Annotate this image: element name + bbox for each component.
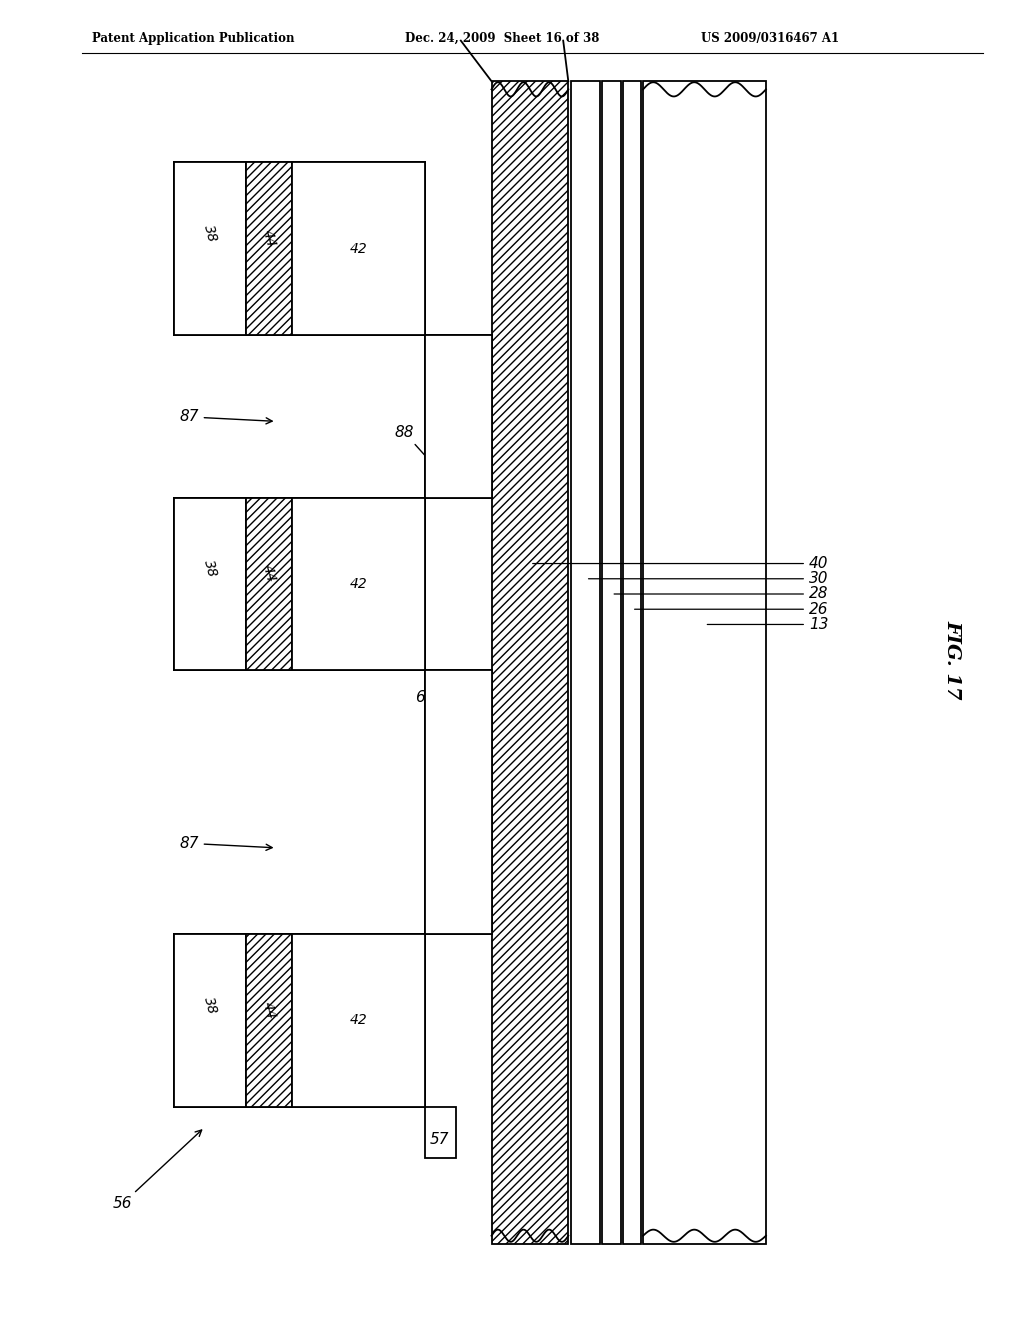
Text: 87: 87 xyxy=(179,409,272,425)
Bar xyxy=(246,935,292,1106)
Bar xyxy=(602,82,621,1243)
Text: 42: 42 xyxy=(349,577,368,591)
Bar xyxy=(246,162,292,335)
Text: 87: 87 xyxy=(179,836,272,851)
Text: 30: 30 xyxy=(589,572,828,586)
Text: 44: 44 xyxy=(260,228,278,249)
Bar xyxy=(246,162,292,335)
Bar xyxy=(292,935,425,1106)
Text: 38: 38 xyxy=(201,558,219,579)
Bar xyxy=(425,335,492,498)
Text: 63: 63 xyxy=(435,360,455,375)
Text: 56: 56 xyxy=(113,1130,202,1212)
Bar xyxy=(292,498,425,671)
Text: 44: 44 xyxy=(260,228,278,249)
Bar xyxy=(292,162,425,335)
Text: 42: 42 xyxy=(349,577,368,591)
Bar xyxy=(174,935,425,1106)
Bar xyxy=(623,82,641,1243)
Bar xyxy=(292,162,425,335)
Text: 42: 42 xyxy=(349,1014,368,1027)
Bar xyxy=(174,162,425,335)
Text: FIG. 17: FIG. 17 xyxy=(943,620,962,700)
Text: 26: 26 xyxy=(635,602,828,616)
Text: 38: 38 xyxy=(201,995,219,1015)
Bar xyxy=(174,162,425,335)
Bar xyxy=(246,935,292,1106)
Text: 38: 38 xyxy=(201,995,219,1015)
Text: 44: 44 xyxy=(260,564,278,583)
Text: 88: 88 xyxy=(394,425,456,490)
Bar xyxy=(174,498,246,671)
Text: 44: 44 xyxy=(260,564,278,583)
Text: 38: 38 xyxy=(201,558,219,579)
Bar xyxy=(174,935,246,1106)
Bar xyxy=(425,335,492,498)
Bar xyxy=(174,498,425,671)
Bar xyxy=(292,935,425,1106)
Bar xyxy=(174,162,246,335)
Text: 13: 13 xyxy=(708,616,828,632)
Text: US 2009/0316467 A1: US 2009/0316467 A1 xyxy=(701,32,840,45)
Bar xyxy=(425,671,492,935)
Bar xyxy=(246,498,292,671)
Text: 42: 42 xyxy=(349,242,368,256)
Bar xyxy=(425,1106,456,1158)
Text: Dec. 24, 2009  Sheet 16 of 38: Dec. 24, 2009 Sheet 16 of 38 xyxy=(404,32,599,45)
Text: 28: 28 xyxy=(614,586,828,602)
Bar xyxy=(174,162,246,335)
Text: 44: 44 xyxy=(260,1001,278,1020)
Bar xyxy=(292,498,425,671)
Text: 38: 38 xyxy=(201,223,219,244)
Text: Patent Application Publication: Patent Application Publication xyxy=(92,32,295,45)
Text: 40: 40 xyxy=(532,556,828,572)
Bar xyxy=(174,935,246,1106)
Text: 57: 57 xyxy=(430,1133,450,1147)
Text: 89: 89 xyxy=(445,685,475,755)
Text: 61: 61 xyxy=(415,690,434,705)
Bar xyxy=(174,935,425,1106)
Text: 42: 42 xyxy=(349,1014,368,1027)
Bar xyxy=(425,671,492,935)
Bar xyxy=(571,82,600,1243)
Text: 44: 44 xyxy=(260,1001,278,1020)
Bar xyxy=(246,498,292,671)
Bar xyxy=(643,82,766,1243)
Bar xyxy=(174,498,246,671)
Bar xyxy=(492,82,568,1243)
Bar xyxy=(174,498,425,671)
Text: 38: 38 xyxy=(201,223,219,244)
Text: 42: 42 xyxy=(349,242,368,256)
